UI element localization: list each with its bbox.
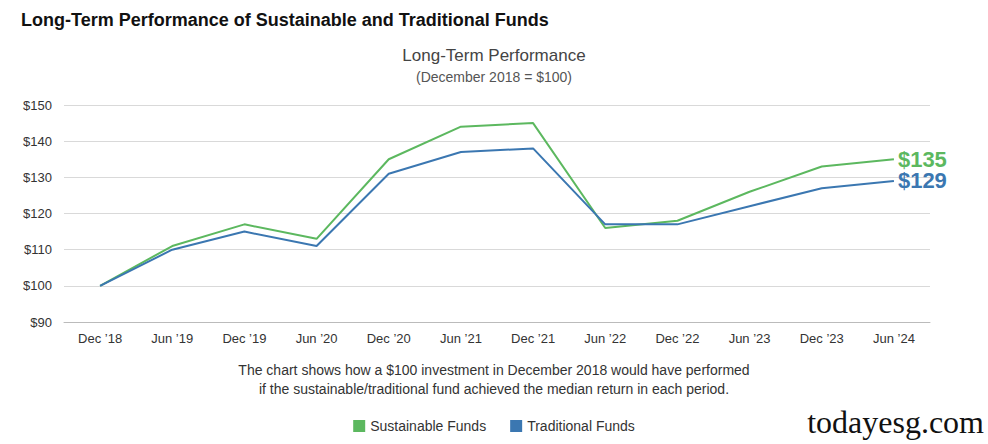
svg-text:Dec ’20: Dec ’20 — [367, 331, 411, 346]
svg-text:$110: $110 — [24, 242, 52, 257]
svg-text:Jun ’20: Jun ’20 — [296, 331, 338, 346]
svg-text:$150: $150 — [23, 98, 52, 113]
svg-text:Dec ’21: Dec ’21 — [511, 331, 555, 346]
svg-text:$135: $135 — [897, 146, 947, 172]
svg-text:Dec ’18: Dec ’18 — [78, 331, 122, 346]
svg-text:Long-Term Performance of Susta: Long-Term Performance of Sustainable and… — [21, 10, 549, 30]
svg-text:$120: $120 — [23, 206, 52, 221]
svg-text:Jun ’22: Jun ’22 — [584, 331, 626, 346]
svg-text:todayesg.com: todayesg.com — [807, 404, 984, 440]
svg-text:Jun ’24: Jun ’24 — [873, 331, 915, 346]
svg-text:$129: $129 — [898, 168, 947, 193]
svg-text:Jun ’23: Jun ’23 — [729, 331, 771, 346]
svg-text:Dec ’23: Dec ’23 — [800, 331, 844, 346]
svg-text:Jun ’19: Jun ’19 — [151, 331, 193, 346]
svg-text:$140: $140 — [23, 134, 52, 149]
svg-text:Dec ’19: Dec ’19 — [222, 331, 266, 346]
svg-text:(December 2018 = $100): (December 2018 = $100) — [416, 69, 572, 85]
svg-text:Traditional Funds: Traditional Funds — [527, 418, 635, 434]
svg-text:Long-Term Performance: Long-Term Performance — [402, 46, 585, 65]
svg-text:Sustainable Funds: Sustainable Funds — [370, 418, 486, 434]
svg-text:Jun ’21: Jun ’21 — [440, 331, 482, 346]
svg-text:The chart shows how a $100 inv: The chart shows how a $100 investment in… — [238, 362, 749, 378]
svg-text:Dec ’22: Dec ’22 — [655, 331, 699, 346]
svg-text:if the sustainable/traditional: if the sustainable/traditional fund achi… — [259, 381, 729, 397]
svg-text:$90: $90 — [30, 315, 52, 330]
svg-text:$130: $130 — [23, 170, 52, 185]
svg-text:$100: $100 — [23, 278, 52, 293]
